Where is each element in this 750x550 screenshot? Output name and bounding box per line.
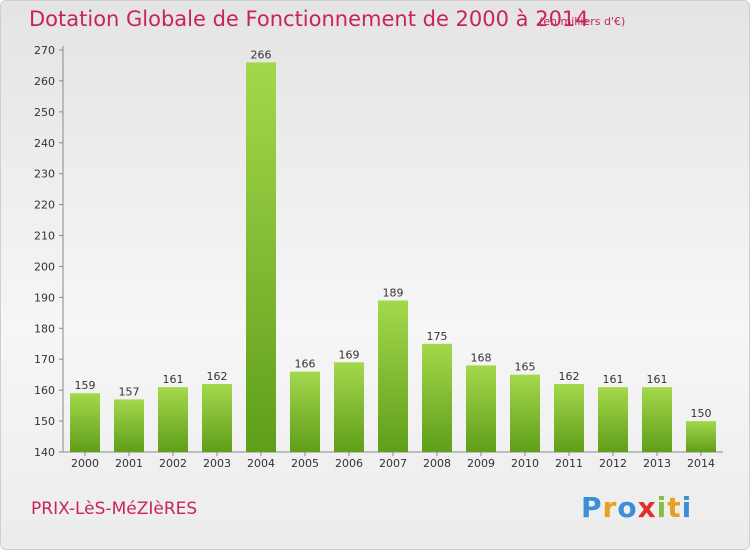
- y-tick-label: 210: [34, 230, 55, 243]
- x-tick-label: 2001: [115, 457, 143, 470]
- commune-name: PRIX-LèS-MéZIèRES: [31, 499, 198, 519]
- bar: [510, 374, 540, 452]
- bar: [598, 387, 628, 452]
- value-label: 162: [207, 370, 228, 383]
- logo-letter: i: [681, 491, 693, 524]
- logo-letter: x: [637, 491, 657, 524]
- y-tick-label: 190: [34, 291, 55, 304]
- value-label: 166: [295, 358, 316, 371]
- y-tick-label: 230: [34, 168, 55, 181]
- bar: [422, 343, 452, 452]
- bar: [114, 399, 144, 452]
- value-label: 161: [163, 373, 184, 386]
- y-tick-label: 150: [34, 415, 55, 428]
- value-label: 150: [691, 407, 712, 420]
- bar: [466, 365, 496, 452]
- x-tick-label: 2002: [159, 457, 187, 470]
- value-label: 161: [647, 373, 668, 386]
- y-tick-label: 270: [34, 44, 55, 57]
- value-label: 162: [559, 370, 580, 383]
- y-tick-label: 200: [34, 260, 55, 273]
- logo-letter: t: [667, 491, 682, 524]
- x-tick-label: 2000: [71, 457, 99, 470]
- bar: [334, 362, 364, 452]
- logo-letter: P: [581, 491, 603, 524]
- value-label: 169: [339, 348, 360, 361]
- value-label: 159: [75, 379, 96, 392]
- chart-subtitle: (en milliers d'€): [539, 15, 626, 28]
- value-label: 175: [427, 330, 448, 343]
- y-tick-label: 240: [34, 137, 55, 150]
- y-tick-label: 220: [34, 199, 55, 212]
- chart-labels: 159 2000 157 2001 161 2002 162 2003 266 2004 166 20…: [71, 48, 715, 470]
- y-tick-label: 140: [34, 446, 55, 459]
- proxiti-logo: Proxiti: [581, 491, 692, 524]
- x-tick-label: 2014: [687, 457, 715, 470]
- chart-bars: [70, 62, 716, 453]
- chart-title: Dotation Globale de Fonctionnement de 20…: [29, 7, 589, 31]
- x-tick-label: 2011: [555, 457, 583, 470]
- y-tick-label: 160: [34, 384, 55, 397]
- x-tick-label: 2006: [335, 457, 363, 470]
- x-tick-label: 2008: [423, 457, 451, 470]
- logo-letter: i: [656, 491, 668, 524]
- value-label: 168: [471, 351, 492, 364]
- x-tick-label: 2013: [643, 457, 671, 470]
- x-tick-label: 2010: [511, 457, 539, 470]
- logo-letter: o: [617, 491, 638, 524]
- y-tick-label: 250: [34, 106, 55, 119]
- x-tick-label: 2005: [291, 457, 319, 470]
- y-tick-label: 260: [34, 75, 55, 88]
- x-tick-label: 2003: [203, 457, 231, 470]
- logo-letter: r: [602, 491, 618, 524]
- bar: [378, 300, 408, 452]
- bar: [290, 371, 320, 452]
- bar: [686, 421, 716, 452]
- x-tick-label: 2009: [467, 457, 495, 470]
- value-label: 189: [383, 286, 404, 299]
- x-tick-label: 2012: [599, 457, 627, 470]
- value-label: 266: [251, 48, 272, 61]
- bar: [202, 384, 232, 452]
- value-label: 165: [515, 361, 536, 374]
- bar: [70, 393, 100, 452]
- bar: [158, 387, 188, 452]
- value-label: 157: [119, 385, 140, 398]
- y-tick-label: 170: [34, 353, 55, 366]
- bar: [246, 62, 276, 453]
- bar: [642, 387, 672, 452]
- x-tick-label: 2004: [247, 457, 275, 470]
- bar: [554, 384, 584, 452]
- x-tick-label: 2007: [379, 457, 407, 470]
- y-tick-label: 180: [34, 322, 55, 335]
- value-label: 161: [603, 373, 624, 386]
- chart-axes: 140 150 160 170 180 190 200 210 220 230 240 250 260 2…: [34, 44, 723, 459]
